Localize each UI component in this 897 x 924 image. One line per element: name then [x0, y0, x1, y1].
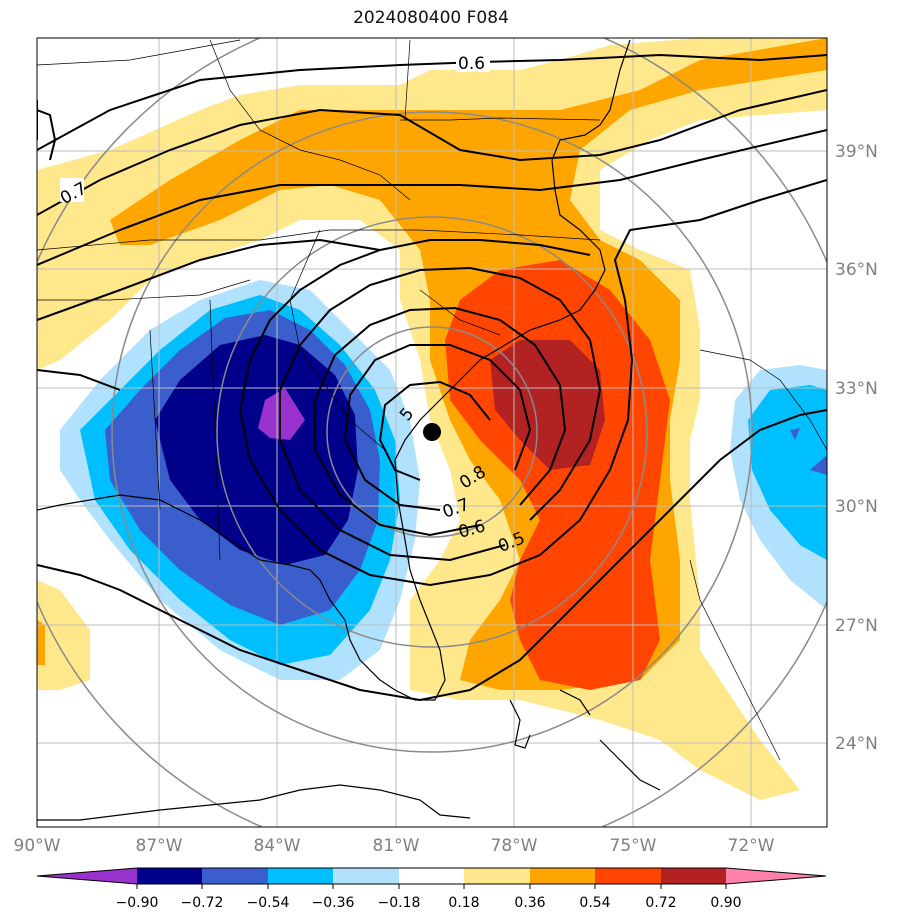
lat-label: 36°N	[835, 260, 878, 280]
lat-label: 33°N	[835, 379, 878, 399]
lon-label: 72°W	[728, 836, 775, 856]
colorbar-tick: 0.36	[514, 895, 545, 911]
state-borders	[37, 39, 827, 761]
lon-label: 87°W	[136, 836, 183, 856]
colorbar-tick: 0.18	[448, 895, 479, 911]
lon-label: 90°W	[14, 836, 61, 856]
negative-anomaly-east	[748, 385, 827, 560]
colorbar-bin	[530, 868, 595, 884]
lon-label: 75°W	[610, 836, 657, 856]
lat-label: 24°N	[835, 734, 878, 754]
coastlines	[37, 39, 661, 821]
colorbar: −0.90 −0.72 −0.54 −0.36 −0.18 0.18 0.36 …	[36, 867, 827, 911]
lat-label: 27°N	[835, 616, 878, 636]
colorbar-tick: −0.36	[312, 895, 355, 911]
latitude-labels: 39°N 36°N 33°N 30°N 27°N 24°N	[835, 142, 878, 754]
map-title: 2024080400 F084	[353, 8, 509, 28]
colorbar-bin	[333, 868, 399, 884]
lon-label: 78°W	[491, 836, 538, 856]
lon-label: 81°W	[373, 836, 420, 856]
colorbar-tick: −0.90	[116, 895, 159, 911]
positive-anomaly-medium-left	[37, 620, 45, 665]
colorbar-bin	[202, 868, 268, 884]
colorbar-bin	[595, 868, 661, 884]
colorbar-tick: −0.18	[378, 895, 421, 911]
contour-lines	[37, 53, 827, 702]
colorbar-extend-right	[726, 868, 826, 884]
negative-anomaly-strong	[155, 335, 358, 565]
lon-label: 84°W	[254, 836, 301, 856]
colorbar-bin	[661, 868, 726, 884]
lat-label: 39°N	[835, 142, 878, 162]
positive-anomaly-pale-left	[37, 580, 90, 690]
colorbar-bin	[464, 868, 530, 884]
range-rings	[37, 38, 827, 827]
negative-anomaly-core	[258, 388, 305, 440]
colorbar-extend-left	[37, 868, 137, 884]
longitude-labels: 90°W 87°W 84°W 81°W 78°W 75°W 72°W	[14, 836, 775, 856]
colorbar-bin	[399, 868, 464, 884]
contour-label: 0.6	[458, 54, 485, 74]
colorbar-tick: −0.54	[247, 895, 290, 911]
map-area: 0.6 0.7 0.8 0.7 0.6 0.5 5	[37, 38, 827, 827]
colorbar-bin	[137, 868, 202, 884]
storm-center-marker	[423, 423, 441, 441]
colorbar-tick: 0.72	[645, 895, 676, 911]
colorbar-tick: 0.54	[579, 895, 610, 911]
colorbar-tick: 0.90	[710, 895, 741, 911]
map-frame	[36, 37, 828, 828]
colorbar-tick: −0.72	[181, 895, 224, 911]
colorbar-bin	[268, 868, 333, 884]
negative-anomaly-east-core	[790, 428, 827, 475]
lat-label: 30°N	[835, 497, 878, 517]
